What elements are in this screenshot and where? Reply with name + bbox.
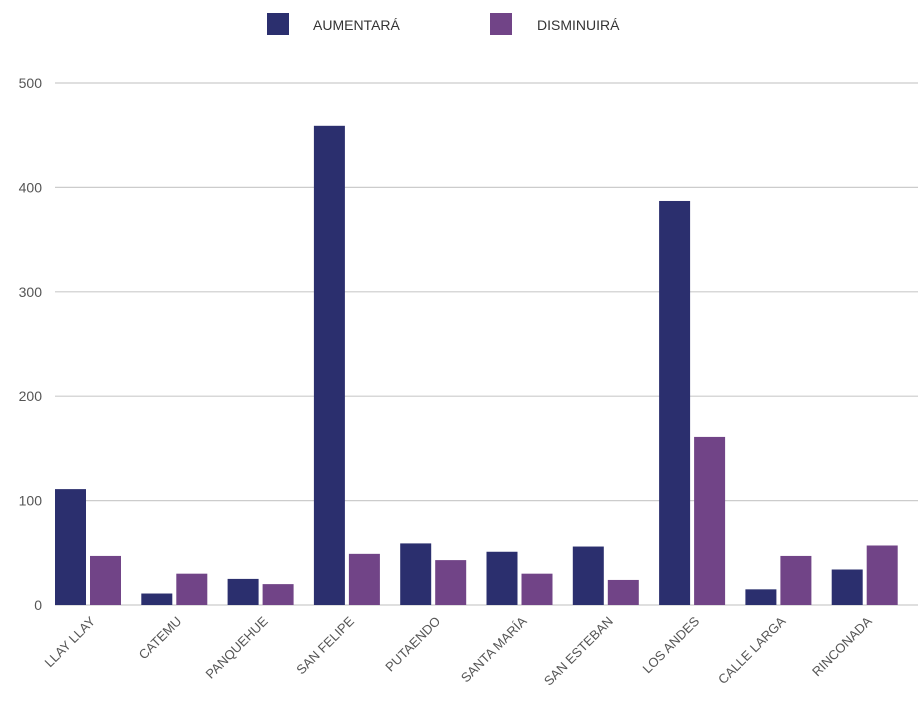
x-tick-label: CATEMU [136, 614, 185, 663]
bar-disminuira [176, 573, 208, 605]
x-tick-label: LOS ANDES [639, 613, 702, 676]
legend-swatch [267, 13, 289, 35]
bar-disminuira [348, 553, 380, 605]
bar-aumentara [141, 593, 173, 605]
gridlines [55, 82, 918, 606]
x-tick-label: SAN FELIPE [293, 613, 357, 677]
bar-aumentara [400, 543, 432, 605]
bar-aumentara [745, 589, 777, 605]
bar-aumentara [659, 200, 691, 606]
bar-disminuira [694, 436, 726, 605]
x-tick-label: PANQUEHUE [203, 613, 271, 681]
bar-disminuira [262, 584, 294, 605]
y-tick-label: 500 [19, 75, 43, 91]
legend: AUMENTARÁ DISMINUIRÁ [267, 13, 620, 35]
y-tick-label: 200 [19, 388, 43, 404]
bar-disminuira [90, 555, 121, 605]
x-tick-label: SAN ESTEBAN [541, 614, 616, 689]
x-tick-label: RINCONADA [809, 613, 875, 679]
x-tick-label: LLAY LLAY [42, 613, 99, 670]
y-tick-label: 300 [19, 284, 43, 300]
bar-aumentara [227, 578, 259, 605]
x-tick-label: CALLE LARGA [715, 613, 789, 687]
x-tick-label: PUTAENDO [382, 614, 443, 675]
bar-aumentara [55, 489, 86, 605]
bar-aumentara [572, 546, 604, 605]
bar-disminuira [607, 579, 639, 605]
x-tick-label: SANTA MARÍA [458, 613, 530, 685]
bars [55, 125, 898, 606]
bar-disminuira [435, 560, 467, 605]
legend-label: AUMENTARÁ [313, 17, 401, 33]
bar-aumentara [831, 569, 863, 605]
y-axis: 0 100 200 300 400 500 [19, 75, 43, 613]
bar-disminuira [521, 573, 553, 605]
y-tick-label: 400 [19, 179, 43, 195]
legend-label: DISMINUIRÁ [537, 17, 620, 33]
bar-aumentara [313, 125, 345, 605]
y-tick-label: 0 [34, 597, 42, 613]
y-tick-label: 100 [19, 493, 43, 509]
bar-disminuira [866, 545, 898, 605]
bar-disminuira [780, 555, 812, 605]
bar-aumentara [486, 551, 518, 605]
legend-swatch [490, 13, 512, 35]
x-axis: LLAY LLAY CATEMU PANQUEHUE SAN FELIPE PUTAEN… [42, 613, 876, 688]
